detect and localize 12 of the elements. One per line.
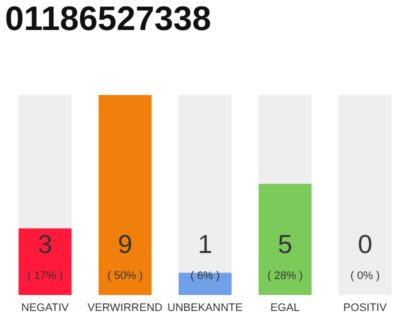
data-label: 1 ( 6% ): [190, 229, 220, 282]
x-tick-label: UNBEKANNTE: [167, 302, 243, 314]
data-label: 3 ( 17% ): [27, 229, 63, 282]
x-tick-label: NEGATIV: [21, 302, 70, 314]
data-label: 5 ( 28% ): [267, 229, 303, 282]
bar: [178, 272, 232, 295]
x-tick-label: POSITIV: [343, 302, 388, 314]
data-label: 0 ( 0% ): [350, 229, 380, 282]
chart-title: 01186527338: [5, 0, 212, 39]
x-tick-label: EGAL: [270, 302, 300, 314]
x-tick-label: VERWIRREND: [88, 302, 163, 314]
data-label: 9 ( 50% ): [107, 229, 143, 282]
